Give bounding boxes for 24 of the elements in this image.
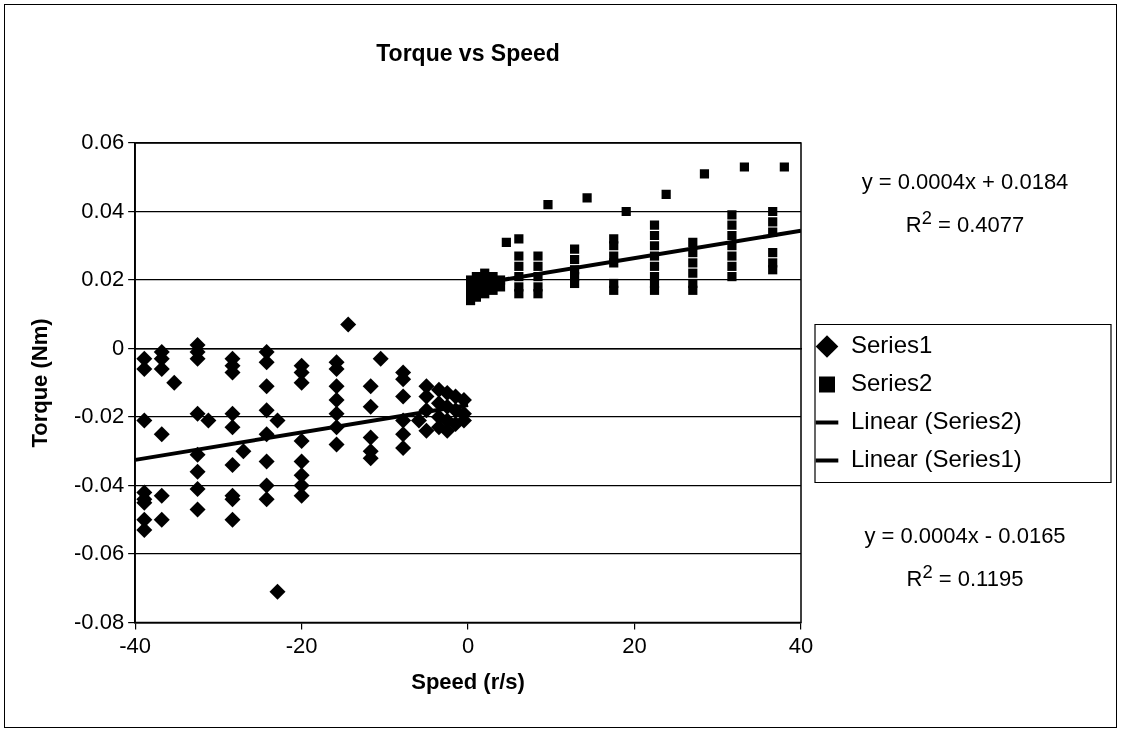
chart-title: Torque vs Speed	[376, 40, 560, 67]
x-axis-title: Speed (r/s)	[411, 668, 525, 695]
x-tick-label: -20	[285, 632, 318, 658]
y-tick-label: 0.02	[81, 266, 125, 292]
legend-label: Series2	[851, 369, 933, 397]
y-tick-label: 0	[111, 334, 125, 360]
legend-label: Linear (Series1)	[851, 445, 1022, 473]
x-tick-label: 40	[788, 632, 814, 658]
x-tick-label: 0	[461, 632, 475, 658]
text: y = 0.0004x + 0.0184	[861, 169, 1069, 195]
y-tick-label: -0.08	[73, 608, 125, 634]
y-axis-title: Torque (Nm)	[27, 318, 53, 448]
legend-label: Linear (Series2)	[851, 407, 1022, 435]
legend-label: Series1	[851, 331, 933, 359]
text: y = 0.0004x - 0.0165	[864, 522, 1066, 549]
x-tick-label: 20	[622, 632, 647, 658]
y-tick-label: 0.06	[81, 129, 125, 155]
text: R$^{2}$ = 0.1195	[906, 560, 1024, 592]
y-tick-label: -0.02	[73, 403, 125, 429]
y-tick-label: -0.04	[73, 471, 125, 497]
y-tick-label: -0.06	[73, 540, 125, 566]
y-tick-label: 0.04	[81, 197, 125, 223]
x-tick-label: -40	[119, 632, 152, 658]
text: R$^{2}$ = 0.4077	[905, 207, 1025, 239]
